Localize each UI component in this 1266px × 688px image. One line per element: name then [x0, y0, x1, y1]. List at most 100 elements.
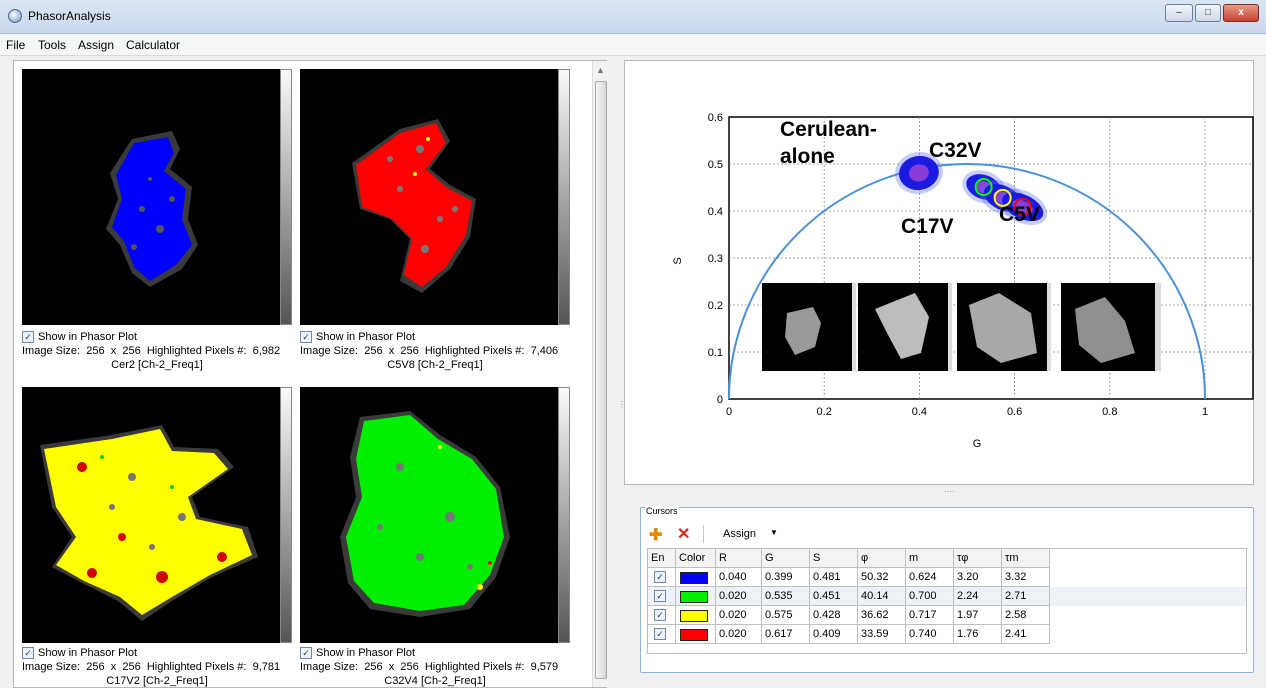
table-cell[interactable]: 36.62: [858, 606, 906, 625]
checkbox-label: Show in Phasor Plot: [38, 331, 138, 343]
row-enable-cell: ✓: [648, 625, 676, 644]
image-caption: C17V2 [Ch-2_Freq1]: [106, 675, 208, 687]
table-row[interactable]: ✓ 0.020 0.575 0.428 36.62 0.717 1.97 2.58: [648, 606, 1246, 625]
enable-checkbox[interactable]: ✓: [654, 590, 666, 602]
table-cell[interactable]: 0.399: [762, 568, 810, 587]
table-cell[interactable]: 1.97: [954, 606, 1002, 625]
table-cell[interactable]: 0.535: [762, 587, 810, 606]
inset-thumbnails: [762, 283, 1161, 371]
image-caption: C32V4 [Ch-2_Freq1]: [384, 675, 486, 687]
add-cursor-icon[interactable]: ✚: [649, 527, 663, 544]
cursor-toolbar: ✚ ✕ Assign ▼: [641, 522, 1253, 546]
cell-image-c32v4: [300, 387, 570, 643]
table-cell[interactable]: 0.481: [810, 568, 858, 587]
menu-assign[interactable]: Assign: [78, 38, 115, 52]
table-cell[interactable]: 50.32: [858, 568, 906, 587]
image-caption: C5V8 [Ch-2_Freq1]: [387, 359, 483, 371]
annotation-c32v: C32V: [929, 139, 982, 162]
color-swatch[interactable]: [680, 610, 708, 622]
y-axis-label: S: [672, 257, 684, 264]
enable-checkbox[interactable]: ✓: [654, 609, 666, 621]
table-cell[interactable]: 0.700: [906, 587, 954, 606]
row-color-cell: [676, 625, 716, 644]
intensity-colorbar: [558, 387, 570, 643]
table-cell[interactable]: 0.040: [716, 568, 762, 587]
show-in-phasor-checkbox[interactable]: ✓: [300, 647, 312, 659]
image-panel-scrollbar[interactable]: ▲: [592, 61, 608, 687]
table-cell[interactable]: 2.41: [1002, 625, 1050, 644]
cursor-marker[interactable]: [1013, 197, 1032, 216]
table-cell[interactable]: 0.624: [906, 568, 954, 587]
show-in-phasor-checkbox[interactable]: ✓: [22, 647, 34, 659]
table-cell[interactable]: 0.020: [716, 587, 762, 606]
cursor-marker[interactable]: [974, 178, 993, 197]
maximize-button[interactable]: □: [1195, 4, 1221, 22]
table-cell[interactable]: 0.428: [810, 606, 858, 625]
scroll-up-icon[interactable]: ▲: [596, 65, 605, 75]
annotation-c5v: C5V: [999, 203, 1040, 226]
row-enable-cell: ✓: [648, 587, 676, 606]
cursor-markers: [974, 178, 1032, 216]
menu-calculator[interactable]: Calculator: [126, 38, 181, 52]
row-color-cell: [676, 606, 716, 625]
header-r: R: [716, 549, 762, 568]
image-caption: Cer2 [Ch-2_Freq1]: [111, 359, 203, 371]
header-tau-phi: τφ: [954, 549, 1002, 568]
title-bar: PhasorAnalysis – □ x: [0, 0, 1266, 34]
table-cell[interactable]: 0.740: [906, 625, 954, 644]
table-cell[interactable]: 0.409: [810, 625, 858, 644]
color-swatch[interactable]: [680, 629, 708, 641]
horizontal-splitter[interactable]: ····: [944, 487, 955, 496]
checkbox-label: Show in Phasor Plot: [316, 331, 416, 343]
annotation-cerulean-line2: alone: [780, 145, 835, 168]
app-icon: [8, 9, 22, 23]
enable-checkbox[interactable]: ✓: [654, 571, 666, 583]
table-cell[interactable]: 0.617: [762, 625, 810, 644]
vertical-splitter[interactable]: ⋮: [618, 400, 626, 409]
table-cell[interactable]: 0.020: [716, 606, 762, 625]
chevron-down-icon[interactable]: ▼: [770, 528, 778, 537]
table-cell[interactable]: 3.20: [954, 568, 1002, 587]
table-cell[interactable]: 0.020: [716, 625, 762, 644]
table-cell[interactable]: 2.24: [954, 587, 1002, 606]
y-tick-label: 0.3: [708, 253, 723, 265]
y-tick-label: 0.2: [708, 300, 723, 312]
enable-checkbox[interactable]: ✓: [654, 628, 666, 640]
annotation-c17v: C17V: [901, 215, 954, 238]
table-cell[interactable]: 0.717: [906, 606, 954, 625]
table-cell[interactable]: 40.14: [858, 587, 906, 606]
table-cell[interactable]: 0.451: [810, 587, 858, 606]
cursor-marker[interactable]: [993, 188, 1012, 207]
table-cell[interactable]: 3.32: [1002, 568, 1050, 587]
close-button[interactable]: x: [1223, 4, 1259, 22]
table-row[interactable]: ✓ 0.020 0.535 0.451 40.14 0.700 2.24 2.71: [648, 587, 1246, 606]
header-color: Color: [676, 549, 716, 568]
delete-cursor-icon[interactable]: ✕: [677, 526, 691, 543]
menu-file[interactable]: File: [6, 38, 26, 52]
minimize-button[interactable]: –: [1165, 4, 1193, 22]
table-row[interactable]: ✓ 0.040 0.399 0.481 50.32 0.624 3.20 3.32: [648, 568, 1246, 587]
intensity-colorbar: [280, 69, 292, 325]
y-tick-label: 0.1: [708, 347, 723, 359]
table-cell[interactable]: 0.575: [762, 606, 810, 625]
color-swatch[interactable]: [680, 572, 708, 584]
toolbar-separator: [703, 525, 704, 543]
cell-highlight: [44, 429, 252, 615]
phasor-plot-panel: 0 0.1 0.2 0.3 0.4 0.5 0.6 0 0.2 0.4 0.6 0.8 1 G S Ce…: [624, 60, 1254, 485]
table-cell[interactable]: 33.59: [858, 625, 906, 644]
table-cell[interactable]: 2.58: [1002, 606, 1050, 625]
show-in-phasor-checkbox[interactable]: ✓: [300, 331, 312, 343]
color-swatch[interactable]: [680, 591, 708, 603]
table-cell[interactable]: 1.76: [954, 625, 1002, 644]
assign-dropdown[interactable]: Assign: [723, 528, 757, 540]
checkbox-label: Show in Phasor Plot: [316, 647, 416, 659]
x-tick-label: 0: [726, 406, 732, 418]
x-axis-label: G: [973, 438, 982, 450]
scroll-thumb[interactable]: [595, 81, 607, 679]
table-cell[interactable]: 2.71: [1002, 587, 1050, 606]
table-row[interactable]: ✓ 0.020 0.617 0.409 33.59 0.740 1.76 2.41: [648, 625, 1246, 644]
menu-tools[interactable]: Tools: [38, 38, 67, 52]
cluster-core: [908, 164, 929, 182]
row-enable-cell: ✓: [648, 568, 676, 587]
show-in-phasor-checkbox[interactable]: ✓: [22, 331, 34, 343]
